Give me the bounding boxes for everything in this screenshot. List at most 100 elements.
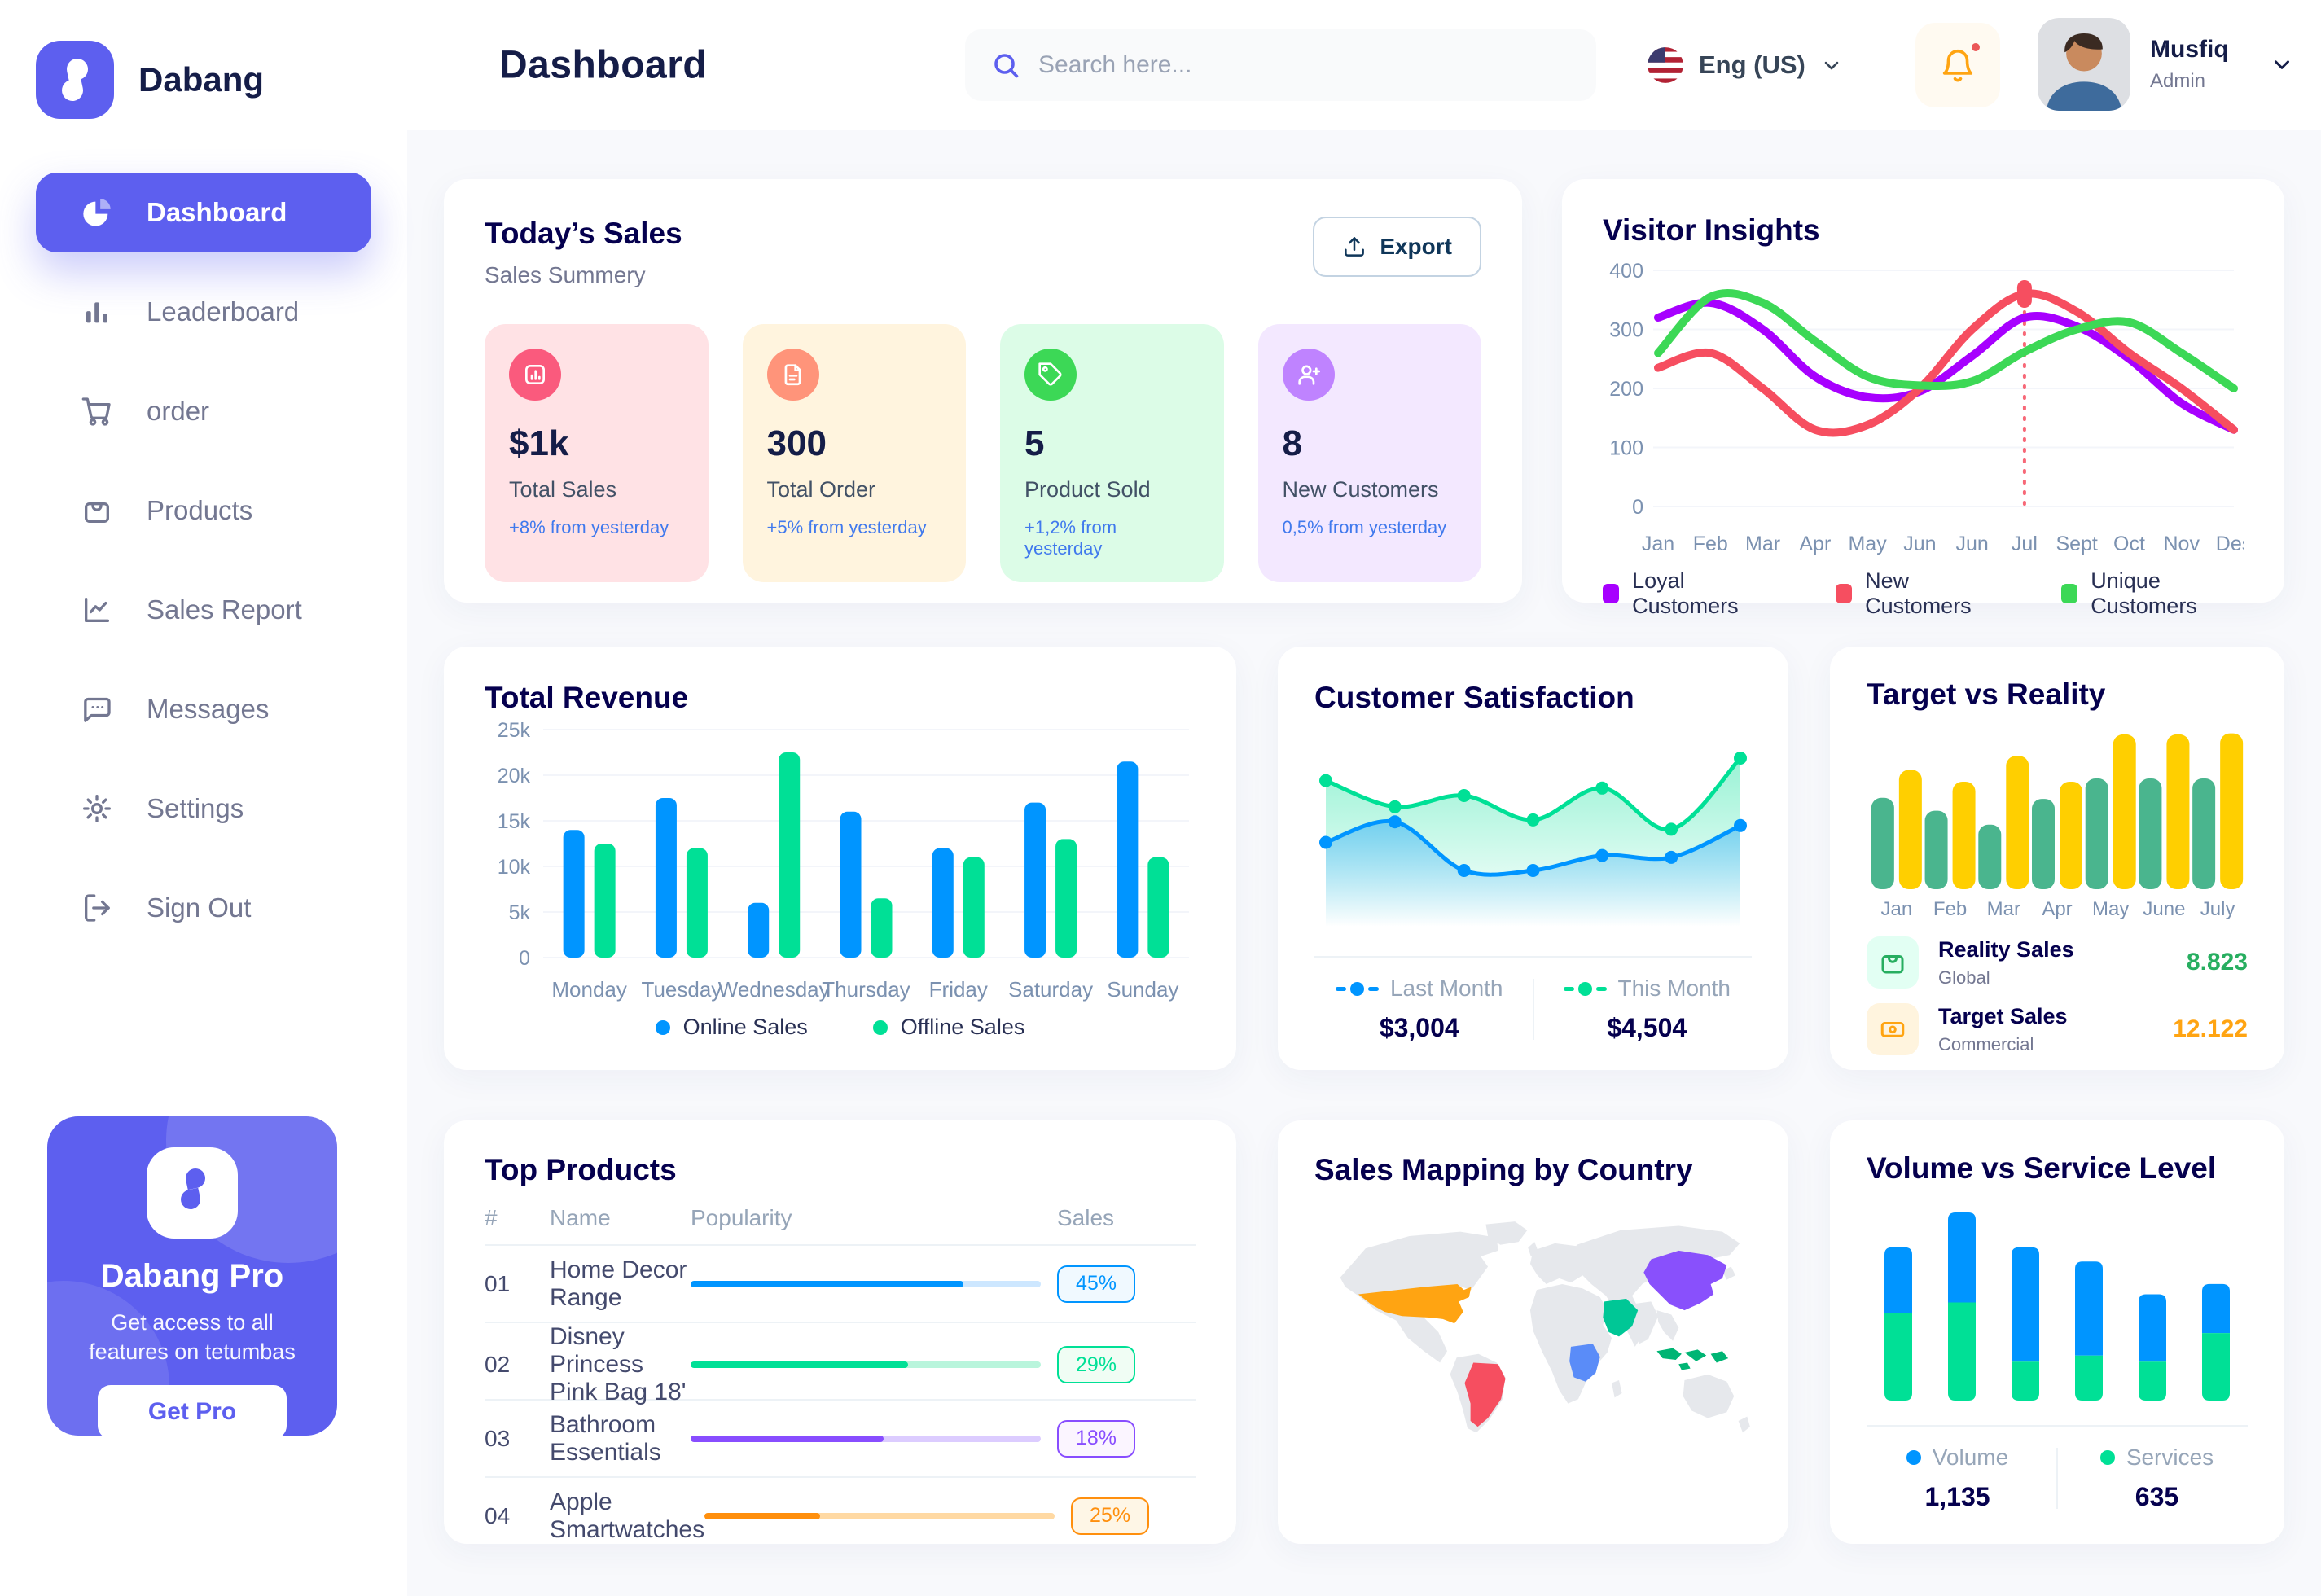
divider [1314, 956, 1752, 958]
svg-text:Friday: Friday [929, 977, 988, 1002]
popularity-bar [691, 1435, 1041, 1442]
stat-card-total-order: 300 Total Order +5% from yesterday [742, 324, 966, 582]
map-region-brazil[interactable] [1464, 1362, 1506, 1427]
svg-text:Feb: Feb [1693, 533, 1728, 555]
chevron-down-icon [2270, 52, 2294, 77]
volume-total: 1,135 [1924, 1482, 1990, 1511]
stat-delta: +5% from yesterday [766, 517, 927, 537]
svg-text:0: 0 [1632, 496, 1643, 519]
sales-badge: 29% [1057, 1346, 1135, 1383]
visitor-insights-legend: Loyal Customers New Customers Unique Custo… [1603, 568, 2244, 619]
legend-item-unique-customers: Unique Customers [2061, 568, 2244, 619]
sales-badge: 45% [1057, 1265, 1135, 1303]
stat-delta: +1,2% from yesterday [1024, 517, 1117, 559]
svg-text:May: May [2092, 898, 2129, 920]
language-selector[interactable]: Eng (US) [1647, 0, 1843, 130]
dabang-logo-icon [36, 41, 114, 119]
table-row: 03 Bathroom Essentials 18% [485, 1399, 1196, 1476]
settings-icon [80, 791, 114, 826]
total-revenue-title: Total Revenue [485, 681, 689, 714]
map-region-saudi-arabia[interactable] [1603, 1298, 1639, 1337]
search-bar[interactable] [965, 29, 1596, 101]
sidebar-item-dashboard[interactable]: Dashboard [36, 173, 371, 252]
volume-marker [1906, 1450, 1921, 1465]
stat-card-total-sales: $1k Total Sales +8% from yesterday [485, 324, 709, 582]
volume-service-legend: Volume 1,135 Services 635 [1867, 1445, 2248, 1512]
svg-text:May: May [1848, 533, 1887, 555]
legend-item-online-sales: Online Sales [655, 1015, 808, 1040]
svg-text:Thursday: Thursday [822, 977, 910, 1002]
dashboard-icon [80, 195, 114, 230]
customer-satisfaction-title: Customer Satisfaction [1314, 681, 1634, 714]
map-region-china[interactable] [1643, 1250, 1727, 1311]
ticket-icon [1867, 1003, 1919, 1055]
product-name: Bathroom Essentials [550, 1410, 661, 1466]
brand[interactable]: Dabang [0, 0, 407, 119]
sidebar-item-sales-report[interactable]: Sales Report [36, 570, 371, 650]
svg-text:Jun: Jun [1903, 533, 1936, 555]
sidebar-item-products[interactable]: Products [36, 471, 371, 550]
map-region-indonesia[interactable] [1656, 1348, 1682, 1360]
search-input[interactable] [1038, 51, 1570, 79]
svg-text:June: June [2143, 898, 2185, 920]
services-marker [2099, 1450, 2115, 1465]
get-pro-button[interactable]: Get Pro [98, 1384, 287, 1436]
user-role: Admin [2150, 70, 2206, 92]
map-landmass [1738, 1416, 1750, 1433]
export-button[interactable]: Export [1313, 217, 1481, 277]
svg-text:Feb: Feb [1933, 898, 1967, 920]
tag-icon [1024, 349, 1077, 401]
top-products-title: Top Products [485, 1153, 677, 1186]
top-products-rows: 01 Home Decor Range 45% 02 Disney Princess P… [485, 1244, 1196, 1554]
map-region-united-states[interactable] [1358, 1283, 1472, 1324]
target-vs-reality-chart: Jan Feb Mar Apr May June July [1867, 717, 2248, 922]
sidebar-item-settings[interactable]: Settings [36, 769, 371, 848]
profile-menu[interactable]: Musfiq Admin [2038, 18, 2294, 111]
svg-text:Oct: Oct [2113, 533, 2145, 555]
dabang-pro-logo-icon [147, 1147, 238, 1239]
notifications-button[interactable] [1915, 23, 2000, 107]
sidebar-item-messages[interactable]: Messages [36, 669, 371, 749]
legend-item-new-customers: New Customers [1836, 568, 1996, 619]
this-month-marker [1563, 981, 1607, 996]
svg-text:20k: 20k [498, 765, 531, 787]
map-landmass [1683, 1374, 1735, 1418]
target-sales-legend-row: Target Sales Commercial 12.122 [1867, 1003, 2248, 1055]
pro-title: Dabang Pro [100, 1258, 284, 1294]
stat-cards: $1k Total Sales +8% from yesterday 300 Total… [485, 324, 1481, 582]
visitor-insights-card: Visitor Insights 0 100 200 300 400 Jan Feb Mar A… [1562, 179, 2284, 618]
map-region-indonesia[interactable] [1678, 1362, 1691, 1370]
sales-badge: 18% [1057, 1419, 1135, 1458]
map-region-indonesia[interactable] [1710, 1351, 1729, 1363]
volume-service-chart [1867, 1192, 2248, 1409]
stat-value: 5 [1024, 423, 1045, 463]
target-vs-reality-title: Target vs Reality [1867, 677, 2106, 711]
map-landmass [1528, 1242, 1538, 1256]
total-revenue-card: Total Revenue 0 5k 10k 15k 20k 25k Monday Tuesd… [444, 647, 1236, 1070]
stat-delta: +8% from yesterday [509, 517, 669, 537]
sidebar-item-leaderboard[interactable]: Leaderboard [36, 272, 371, 352]
popularity-bar [691, 1361, 1041, 1368]
sidebar-item-label: Sign Out [147, 892, 252, 923]
customer-satisfaction-card: Customer Satisfaction Last Month $3,004 … [1278, 647, 1788, 1070]
sidebar-item-label: order [147, 396, 210, 426]
stat-value: $1k [509, 423, 569, 463]
svg-text:Jun: Jun [1955, 533, 1988, 555]
order-icon [80, 394, 114, 428]
map-landmass [1722, 1266, 1736, 1280]
sidebar-item-sign-out[interactable]: Sign Out [36, 868, 371, 948]
map-region-indonesia[interactable] [1684, 1349, 1707, 1361]
map-region-dr-congo[interactable] [1569, 1344, 1600, 1382]
stat-label: Product Sold [1024, 477, 1151, 502]
pro-subtitle: Get access to all features on tetumbas [89, 1310, 296, 1365]
brand-name: Dabang [138, 60, 265, 99]
product-number: 02 [485, 1352, 511, 1377]
svg-text:5k: 5k [509, 901, 531, 924]
sidebar-item-order[interactable]: order [36, 371, 371, 451]
visitor-insights-chart: 0 100 200 300 400 Jan Feb Mar Apr May Jun Jun Jul Sep… [1603, 252, 2244, 560]
svg-text:Apr: Apr [1799, 533, 1831, 555]
svg-text:400: 400 [1609, 260, 1643, 283]
svg-text:Mar: Mar [1987, 898, 2020, 920]
table-row: 02 Disney Princess Pink Bag 18' 29% [485, 1322, 1196, 1405]
